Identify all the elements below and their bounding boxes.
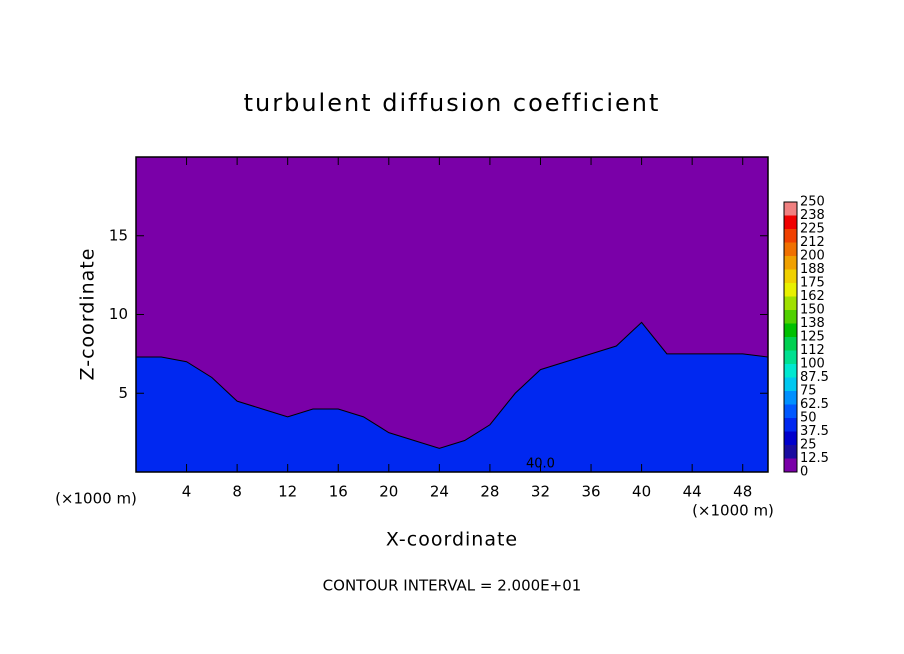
colorbar-label: 150 <box>800 303 825 318</box>
colorbar-label: 250 <box>800 195 825 210</box>
chart-title: turbulent diffusion coefficient <box>244 89 661 117</box>
x-tick-label: 24 <box>430 483 449 501</box>
contour-interval: CONTOUR INTERVAL = 2.000E+01 <box>323 577 582 595</box>
y-tick-label: 5 <box>118 384 128 402</box>
turbulent-layer <box>135 321 769 473</box>
x-unit-right: (×1000 m) <box>692 502 774 520</box>
contour-label: 40.0 <box>526 457 555 472</box>
colorbar-label: 175 <box>800 276 825 291</box>
x-tick-label: 4 <box>182 483 192 501</box>
colorbar-bin <box>784 283 797 297</box>
colorbar-bin <box>784 337 797 351</box>
x-tick-label: 12 <box>278 483 297 501</box>
colorbar-bin <box>784 256 797 270</box>
colorbar-bin <box>784 350 797 364</box>
colorbar-label: 75 <box>800 384 817 399</box>
colorbar-bin <box>784 323 797 337</box>
colorbar-label: 138 <box>800 316 825 331</box>
colorbar-bin <box>784 445 797 459</box>
colorbar-bin <box>784 215 797 229</box>
colorbar-bin <box>784 310 797 324</box>
colorbar-label: 62.5 <box>800 397 829 412</box>
x-tick-label: 28 <box>480 483 499 501</box>
colorbar-bin <box>784 229 797 243</box>
y-axis-label: Z-coordinate <box>77 248 99 381</box>
colorbar-label: 12.5 <box>800 451 829 466</box>
x-tick-label: 40 <box>632 483 651 501</box>
colorbar-bin <box>784 391 797 405</box>
x-tick-label: 44 <box>683 483 702 501</box>
colorbar-label: 112 <box>800 343 825 358</box>
colorbar-label: 125 <box>800 330 825 345</box>
colorbar-label: 200 <box>800 249 825 264</box>
y-tick-label: 15 <box>109 226 128 244</box>
colorbar-bin <box>784 202 797 216</box>
colorbar-bin <box>784 431 797 445</box>
colorbar-label: 100 <box>800 357 825 372</box>
colorbar-bin <box>784 418 797 432</box>
colorbar-label: 212 <box>800 235 825 250</box>
colorbar-label: 87.5 <box>800 370 829 385</box>
colorbar-label: 37.5 <box>800 424 829 439</box>
colorbar-bin <box>784 458 797 472</box>
y-tick-label: 10 <box>109 305 128 323</box>
colorbar-label: 225 <box>800 222 825 237</box>
colorbar-bin <box>784 364 797 378</box>
colorbar-frame <box>783 201 798 473</box>
colorbar-bin <box>784 404 797 418</box>
x-tick-label: 8 <box>232 483 242 501</box>
colorbar-bin <box>784 296 797 310</box>
x-axis-label: X-coordinate <box>386 529 518 551</box>
x-unit-left: (×1000 m) <box>55 490 137 508</box>
x-tick-label: 32 <box>531 483 550 501</box>
colorbar-label: 162 <box>800 289 825 304</box>
x-tick-label: 36 <box>581 483 600 501</box>
x-tick-label: 48 <box>733 483 752 501</box>
colorbar-bin <box>784 377 797 391</box>
x-tick-label: 16 <box>329 483 348 501</box>
colorbar-label: 50 <box>800 411 817 426</box>
colorbar-label: 25 <box>800 438 817 453</box>
colorbar-label: 0 <box>800 465 808 480</box>
x-tick-label: 20 <box>379 483 398 501</box>
colorbar-label: 188 <box>800 262 825 277</box>
colorbar-label: 238 <box>800 208 825 223</box>
colorbar-bin <box>784 269 797 283</box>
colorbar-bin <box>784 242 797 256</box>
